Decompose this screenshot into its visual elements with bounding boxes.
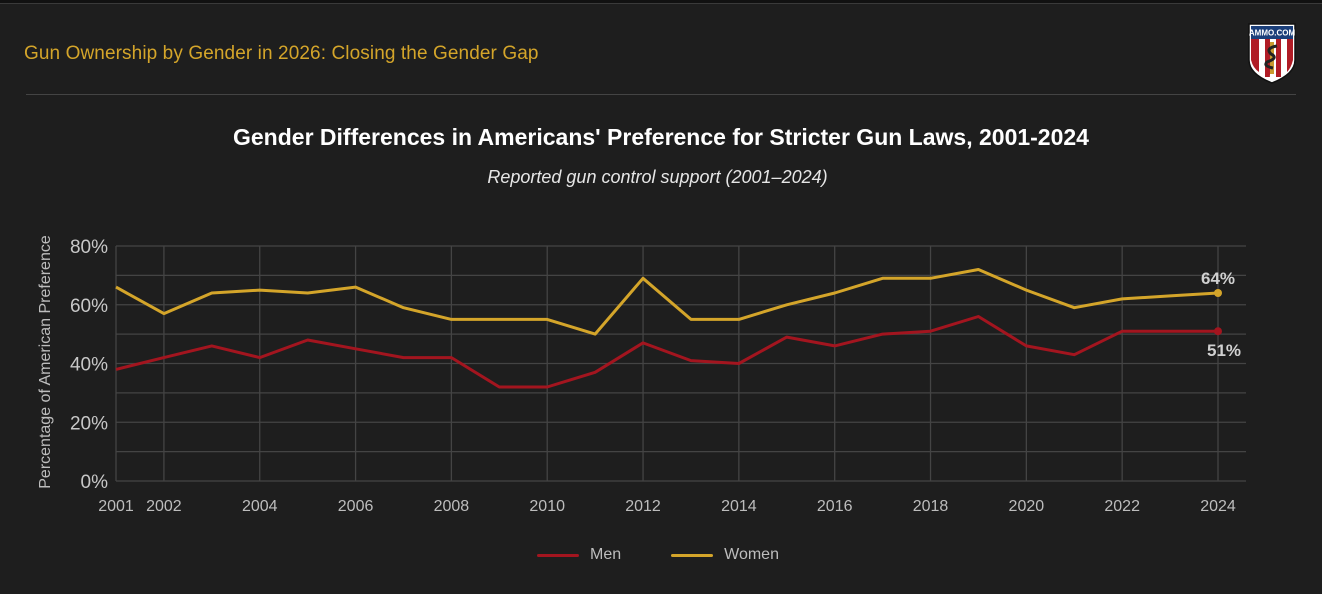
x-axis-ticks: 2001 2002 2004 2006 2008 2010 2012 2014 2016 2018… [98, 498, 1236, 515]
x-tick-label: 2010 [529, 498, 565, 515]
header-divider [26, 94, 1296, 95]
y-axis-label: Percentage of American Preference [37, 235, 54, 489]
y-tick-label: 60% [70, 296, 108, 317]
y-tick-label: 0% [81, 472, 109, 493]
end-point-men [1214, 327, 1222, 336]
x-tick-label: 2018 [913, 498, 949, 515]
chart-subtitle: Reported gun control support (2001–2024) [487, 167, 828, 187]
series-lines [115, 268, 1222, 389]
x-tick-label: 2001 [98, 498, 134, 515]
legend-swatch-women [671, 553, 714, 557]
x-tick-label: 2020 [1009, 498, 1045, 515]
legend-swatch-men [537, 553, 579, 557]
legend-label-men: Men [590, 546, 622, 563]
y-tick-label: 40% [70, 355, 108, 376]
legend-label-women: Women [724, 546, 779, 563]
end-point-women [1214, 289, 1222, 297]
page-title: Gun Ownership by Gender in 2026: Closing… [24, 43, 539, 64]
y-tick-label: 20% [70, 413, 108, 434]
vertical-gridlines [115, 246, 1219, 481]
y-axis-ticks: 0% 20% 40% 60% 80% [70, 237, 108, 493]
x-tick-label: 2022 [1104, 498, 1140, 515]
y-tick-label: 80% [70, 237, 108, 258]
legend-item-women[interactable]: Women [671, 546, 779, 564]
x-tick-label: 2008 [434, 498, 470, 515]
x-tick-label: 2006 [338, 498, 374, 515]
series-line-men [115, 315, 1218, 389]
horizontal-gridlines [116, 245, 1246, 482]
legend-item-men[interactable]: Men [537, 546, 621, 564]
logo-text: AMMO.COM [1249, 29, 1296, 38]
x-tick-label: 2014 [721, 498, 757, 515]
chart-title: Gender Differences in Americans' Prefere… [233, 124, 1089, 150]
x-tick-label: 2004 [242, 498, 278, 515]
end-label-women: 64% [1201, 269, 1235, 288]
legend: Men Women [537, 546, 829, 564]
x-tick-label: 2012 [625, 498, 661, 515]
ammo-logo-icon[interactable]: AMMO.COM ★ [1247, 22, 1297, 84]
x-tick-label: 2002 [146, 498, 182, 515]
x-tick-label: 2024 [1200, 498, 1236, 515]
series-line-women [115, 268, 1219, 336]
top-border [0, 0, 1322, 4]
end-labels: 51% 64% [1201, 269, 1241, 360]
svg-text:★: ★ [1269, 73, 1275, 81]
x-tick-label: 2016 [817, 498, 853, 515]
end-label-men: 51% [1207, 341, 1241, 360]
